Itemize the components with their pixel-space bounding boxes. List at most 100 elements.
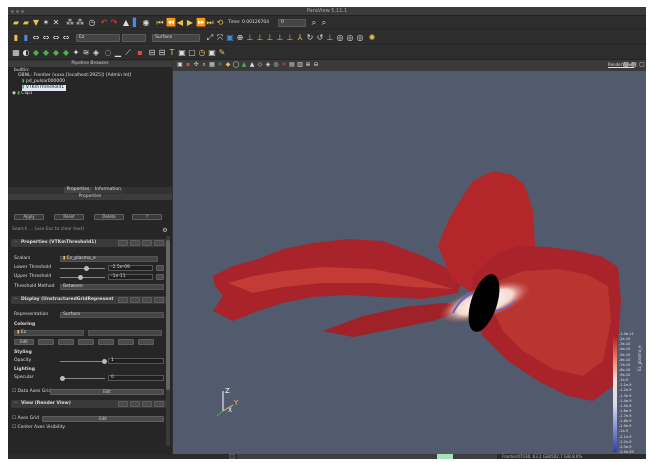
threshold-icon[interactable]: ◆ — [52, 48, 60, 57]
warp-icon[interactable]: ◈ — [92, 48, 100, 57]
rotate-90-icon[interactable]: ↻ — [306, 33, 314, 42]
reset-camera-icon[interactable]: ⤢ — [206, 33, 214, 42]
prev-frame-icon[interactable]: ⏪ — [166, 18, 176, 27]
view-plus-y-icon[interactable]: ⊥ — [256, 33, 264, 42]
properties-scrollbar[interactable] — [166, 236, 170, 446]
color-legend-icon[interactable]: ▮ — [13, 33, 19, 42]
view-minus-y-icon[interactable]: ⊥ — [266, 33, 274, 42]
view-plus-z-icon[interactable]: ⊥ — [276, 33, 284, 42]
settings-gear-icon[interactable]: ⚙ — [162, 227, 168, 234]
play-icon[interactable]: ▶ — [186, 18, 194, 27]
opacity-knob[interactable] — [102, 359, 107, 364]
isometric-icon[interactable]: ⅄ — [297, 33, 303, 42]
upper-threshold-spin[interactable] — [156, 274, 164, 280]
view-pick-icon[interactable]: ◯ — [232, 61, 240, 68]
lower-threshold-slider[interactable] — [60, 268, 105, 269]
component-select[interactable] — [122, 34, 146, 42]
rotate-neg90-icon[interactable]: ↺ — [316, 33, 324, 42]
rescale-button[interactable] — [38, 339, 54, 345]
section-view[interactable]: − View (Render View) — [11, 400, 166, 408]
collapse-icon[interactable]: − — [14, 401, 18, 406]
light-icon[interactable]: ✺ — [368, 33, 376, 42]
eye-icon[interactable]: ◉ — [12, 91, 16, 96]
collapse-icon[interactable]: − — [14, 297, 18, 302]
zoom-window-icon[interactable] — [21, 10, 24, 13]
representation-select[interactable]: Surface — [152, 34, 200, 42]
reload-display-button[interactable] — [142, 297, 152, 303]
edit-colormap-button[interactable]: Edit — [14, 339, 34, 345]
data-axes-grid-edit-button[interactable]: Edit — [50, 389, 164, 395]
open-folder-icon[interactable]: ▰ — [12, 18, 20, 27]
reload-view-button[interactable] — [142, 401, 152, 407]
view-select-icon[interactable]: ▪ — [185, 61, 191, 68]
copy-view-button[interactable] — [118, 401, 128, 407]
render-view[interactable]: Z Y X -1.0e-11 -2e-10 -3e-10 -4e-10 -5e-10 -6… — [173, 71, 646, 454]
properties-scrollbar-thumb[interactable] — [166, 240, 170, 390]
section-display[interactable]: − Display (UnstructuredGridRepresent — [11, 296, 166, 304]
undo-icon[interactable]: ↶ — [100, 18, 108, 27]
view-plot-icon[interactable]: ▥ — [297, 61, 303, 68]
save-view-button[interactable] — [154, 401, 164, 407]
paste-display-button[interactable] — [130, 297, 140, 303]
opacity-slider[interactable] — [60, 361, 105, 362]
loop-icon[interactable]: ⟲ — [216, 18, 224, 27]
copy-props-button[interactable] — [118, 240, 128, 246]
colormap-legend-button[interactable] — [138, 339, 154, 345]
specular-knob[interactable] — [60, 376, 65, 381]
pencil-icon[interactable]: ✎ — [218, 48, 226, 57]
view-frustum-icon[interactable]: ◇ — [257, 61, 263, 68]
first-frame-icon[interactable]: ⏮ — [156, 18, 164, 27]
next-frame-icon[interactable]: ⏩ — [196, 18, 206, 27]
last-frame-icon[interactable]: ⏭ — [206, 18, 214, 27]
representation-prop-select[interactable]: Surface — [60, 312, 164, 318]
minimize-window-icon[interactable] — [16, 10, 19, 13]
view-grow-icon[interactable]: ⊕ — [305, 61, 311, 68]
plot-over-line-icon[interactable]: ⟋ — [125, 48, 131, 57]
clip-icon[interactable]: ◆ — [32, 48, 40, 57]
coloring-component-select[interactable] — [88, 330, 162, 336]
view-camera-icon[interactable]: ▣ — [177, 61, 183, 68]
time-step-field[interactable]: 0 — [278, 19, 306, 27]
upper-threshold-knob[interactable] — [78, 275, 83, 280]
rescale-visible-icon[interactable]: ⇔ — [52, 33, 60, 42]
upper-threshold-input[interactable]: -1e-11 — [108, 274, 153, 280]
split-view-v-icon[interactable]: ▤ — [631, 61, 637, 68]
scalars-select[interactable]: ▮ Ez_plasma_e — [60, 256, 158, 262]
connect-icon[interactable]: ✶ — [42, 18, 50, 27]
rescale-time-icon[interactable]: ⇔ — [62, 33, 70, 42]
save-props-button[interactable] — [154, 240, 164, 246]
redo-icon[interactable]: ↷ — [110, 18, 118, 27]
python-icon[interactable]: ▣ — [208, 48, 216, 57]
rescale-icon[interactable]: ⇔ — [32, 33, 40, 42]
annotation-time-icon[interactable]: ◷ — [198, 48, 206, 57]
extract-level-icon[interactable]: ▁ — [114, 48, 122, 57]
clock-icon[interactable]: ◷ — [88, 18, 96, 27]
center-axes-checkbox[interactable]: ☐ Center Axes Visibility — [12, 425, 66, 430]
section-properties[interactable]: − Properties (VTKmThreshold1) — [11, 239, 166, 247]
close-window-icon[interactable] — [11, 10, 14, 13]
view-shrink-icon[interactable]: ⊖ — [313, 61, 319, 68]
edit-colormap-icon[interactable]: ▮ — [23, 33, 29, 42]
colormap-presets-button[interactable] — [118, 339, 134, 345]
save-data-icon[interactable]: ▼ — [32, 18, 40, 27]
extract-subset-icon[interactable]: ◆ — [62, 48, 70, 57]
axes-grid-edit-button[interactable]: Edit — [42, 416, 164, 422]
pipeline-item-builtin[interactable]: builtin: — [14, 68, 30, 74]
tab-properties[interactable]: Properties — [64, 187, 92, 193]
rescale-custom-button[interactable] — [58, 339, 74, 345]
coloring-select[interactable]: ▮ Ez — [14, 330, 84, 336]
select-block-icon[interactable]: ◎ — [356, 33, 364, 42]
split-horizontal-icon[interactable]: ⊟ — [148, 48, 156, 57]
selection-icon[interactable]: ▪ — [137, 48, 143, 57]
delete-button[interactable]: Delete — [94, 214, 124, 220]
apply-button[interactable]: Apply — [14, 214, 44, 220]
view-grid-icon[interactable]: ✕ — [217, 61, 223, 68]
view-3d-icon[interactable]: ▦ — [209, 61, 215, 68]
collapse-icon[interactable]: − — [14, 240, 18, 245]
camera-undo-icon[interactable]: ▲ — [122, 18, 130, 27]
macro-2-icon[interactable]: ⁂ — [76, 18, 84, 27]
view-ruler-icon[interactable]: ◆ — [225, 61, 231, 68]
rescale-custom-icon[interactable]: ⇔ — [42, 33, 50, 42]
help-button[interactable]: ? — [132, 214, 162, 220]
axes-grid-checkbox[interactable]: ☐ Axes Grid — [12, 416, 40, 421]
